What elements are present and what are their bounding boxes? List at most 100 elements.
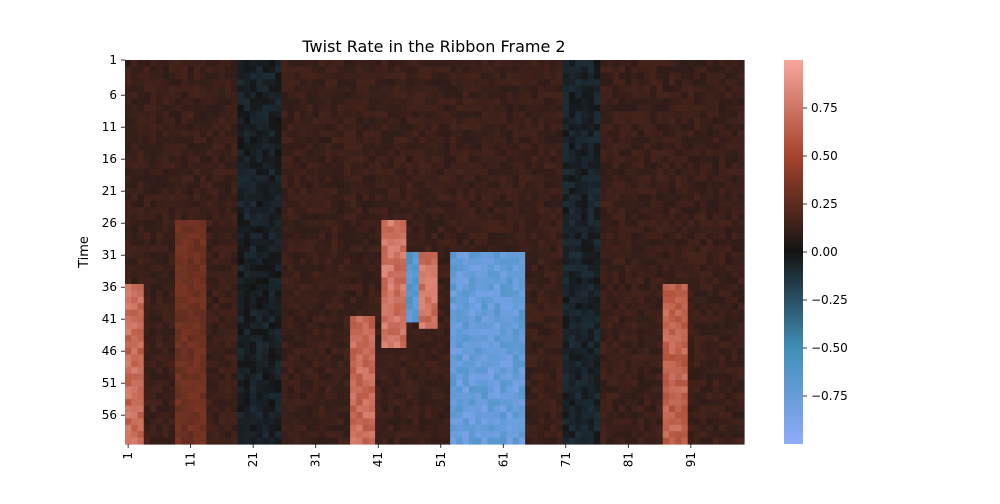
heatmap-cell (268, 66, 276, 74)
heatmap-cell (368, 322, 376, 330)
heatmap-cell (250, 136, 257, 144)
heatmap-cell (537, 277, 545, 285)
heatmap-cell (618, 213, 626, 221)
heatmap-cell (293, 85, 301, 93)
heatmap-cell (218, 354, 226, 362)
heatmap-cell (537, 162, 545, 170)
heatmap-cell (518, 79, 526, 87)
heatmap-cell (625, 194, 633, 202)
heatmap-cell (475, 207, 482, 215)
heatmap-cell (337, 111, 345, 119)
heatmap-cell (562, 200, 570, 208)
heatmap-cell (706, 322, 714, 330)
heatmap-cell (668, 111, 676, 119)
heatmap-cell (562, 277, 570, 285)
heatmap-cell (681, 239, 689, 247)
heatmap-cell (231, 328, 239, 336)
heatmap-cell (175, 188, 182, 195)
heatmap-cell (350, 72, 357, 80)
heatmap-cell (700, 348, 708, 355)
heatmap-cell (375, 162, 382, 170)
heatmap-cell (637, 373, 645, 381)
heatmap-cell (656, 162, 664, 170)
heatmap-cell (437, 367, 445, 375)
heatmap-cell (368, 207, 376, 215)
heatmap-cell (318, 156, 326, 163)
heatmap-cell (731, 207, 739, 215)
heatmap-cell (525, 284, 533, 291)
heatmap-cell (531, 354, 539, 362)
heatmap-cell (175, 232, 182, 240)
heatmap-cell (175, 309, 182, 317)
heatmap-cell (406, 124, 414, 131)
heatmap-cell (475, 335, 482, 343)
heatmap-cell (643, 226, 651, 234)
heatmap-cell (337, 156, 345, 163)
heatmap-cell (606, 104, 614, 112)
heatmap-cell (618, 341, 626, 349)
heatmap-cell (143, 60, 151, 67)
heatmap-cell (512, 220, 520, 227)
heatmap-cell (256, 354, 264, 362)
heatmap-cell (662, 156, 670, 163)
heatmap-cell (425, 79, 432, 87)
heatmap-cell (675, 194, 683, 202)
heatmap-cell (268, 290, 276, 298)
heatmap-cell (731, 245, 739, 253)
heatmap-cell (437, 188, 445, 195)
heatmap-cell (581, 60, 589, 67)
heatmap-cell (437, 66, 445, 74)
heatmap-cell (193, 181, 201, 189)
heatmap-cell (618, 200, 626, 208)
heatmap-cell (356, 328, 364, 336)
heatmap-cell (718, 79, 726, 87)
heatmap-cell (637, 316, 645, 323)
heatmap-cell (450, 104, 457, 112)
heatmap-cell (537, 200, 545, 208)
heatmap-cell (337, 296, 345, 304)
heatmap-cell (231, 213, 239, 221)
heatmap-cell (431, 360, 439, 368)
heatmap-cell (268, 309, 276, 317)
heatmap-cell (193, 245, 201, 253)
heatmap-cell (581, 264, 589, 272)
heatmap-cell (450, 348, 457, 355)
heatmap-cell (518, 284, 526, 291)
heatmap-cell (243, 380, 251, 387)
heatmap-cell (168, 130, 176, 138)
heatmap-cell (475, 156, 482, 163)
heatmap-cell (500, 104, 507, 112)
heatmap-cell (581, 367, 589, 375)
heatmap-cell (281, 79, 289, 87)
heatmap-cell (593, 143, 601, 151)
heatmap-cell (437, 277, 445, 285)
heatmap-cell (725, 360, 733, 368)
heatmap-cell (393, 316, 401, 323)
heatmap-cell (587, 284, 595, 291)
heatmap-cell (693, 335, 701, 343)
heatmap-cell (287, 232, 295, 240)
heatmap-cell (681, 271, 689, 279)
heatmap-cell (631, 226, 639, 234)
heatmap-cell (312, 85, 320, 93)
heatmap-cell (543, 213, 551, 221)
heatmap-cell (212, 271, 220, 279)
heatmap-cell (475, 143, 482, 151)
heatmap-cell (600, 143, 608, 151)
heatmap-cell (343, 130, 351, 138)
heatmap-cell (331, 258, 339, 266)
heatmap-cell (300, 149, 307, 157)
heatmap-cell (706, 111, 714, 119)
heatmap-cell (262, 303, 270, 311)
heatmap-cell (693, 322, 701, 330)
heatmap-cell (368, 194, 376, 202)
heatmap-cell (425, 200, 432, 208)
heatmap-cell (656, 188, 664, 195)
heatmap-cell (193, 290, 201, 298)
heatmap-cell (487, 296, 495, 304)
heatmap-cell (225, 303, 232, 311)
heatmap-cell (212, 175, 220, 183)
heatmap-cell (418, 124, 426, 131)
heatmap-cell (362, 156, 370, 163)
heatmap-cell (506, 232, 514, 240)
